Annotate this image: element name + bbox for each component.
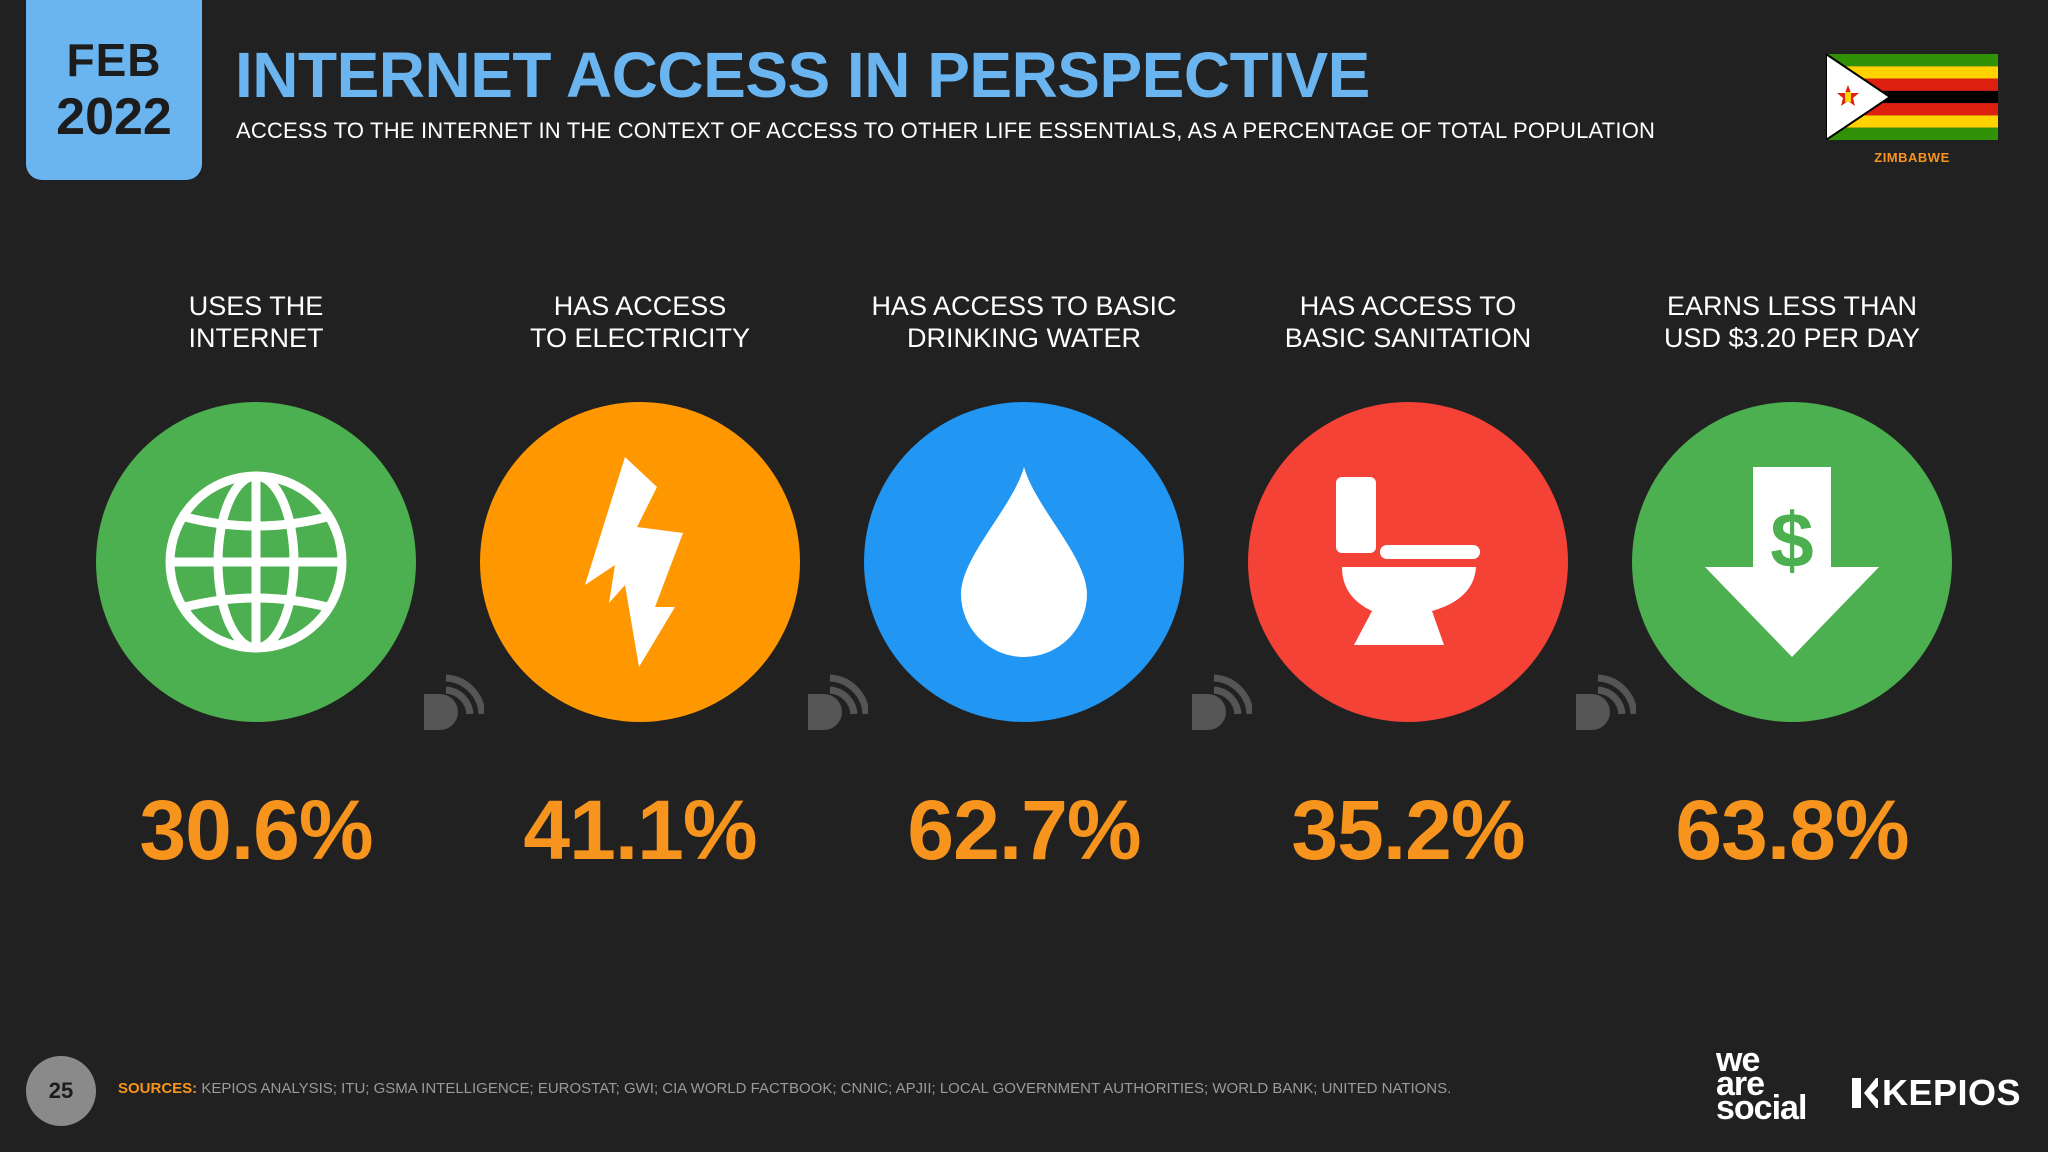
stat-circle: [480, 402, 800, 722]
stat-label: HAS ACCESS TO BASIC DRINKING WATER: [871, 291, 1177, 353]
stat-label: HAS ACCESS TO ELECTRICITY: [529, 291, 751, 353]
kepios-text: KEPIOS: [1882, 1072, 2022, 1113]
dollar-down-arrow-icon: $: [1705, 467, 1879, 657]
zimbabwe-flag-icon: [1826, 54, 1998, 140]
stat-column: EARNS LESS THAN USD $3.20 PER DAY $ 63.8…: [1600, 290, 1984, 879]
stat-column: HAS ACCESS TO ELECTRICITY 41.1%: [448, 290, 832, 879]
stat-circle: $: [1632, 402, 1952, 722]
stat-value: 63.8%: [1675, 783, 1909, 877]
stat-value: 62.7%: [907, 783, 1141, 877]
stat-value: 35.2%: [1291, 783, 1525, 877]
datareportal-logo-icon: [1576, 674, 1636, 730]
datareportal-logo-icon: [1192, 674, 1252, 730]
kepios-logo: KEPIOS: [1852, 1072, 2021, 1114]
svg-text:$: $: [1770, 496, 1813, 584]
stat-circle: [864, 402, 1184, 722]
stat-label: HAS ACCESS TO BASIC SANITATION: [1284, 291, 1532, 353]
stat-label: EARNS LESS THAN USD $3.20 PER DAY: [1663, 291, 1921, 353]
globe-icon: [165, 471, 347, 653]
sources-note: SOURCES: KEPIOS ANALYSIS; ITU; GSMA INTE…: [118, 1080, 1451, 1097]
page-subtitle: ACCESS TO THE INTERNET IN THE CONTEXT OF…: [236, 118, 1656, 143]
page-number: 25: [26, 1056, 96, 1126]
sources-label: SOURCES:: [118, 1080, 198, 1097]
stat-circle: [96, 402, 416, 722]
stat-column: HAS ACCESS TO BASIC SANITATION 35.2%: [1216, 290, 1600, 879]
lightning-bolt-icon: [585, 457, 683, 667]
stat-column: USES THE INTERNET 30.6%: [64, 290, 448, 879]
stat-label: USES THE INTERNET: [188, 291, 324, 353]
country-label: ZIMBABWE: [1874, 150, 1950, 165]
page-title: INTERNET ACCESS IN PERSPECTIVE: [235, 39, 1370, 111]
stat-column: HAS ACCESS TO BASIC DRINKING WATER 62.7%: [832, 290, 1216, 879]
stat-value: 41.1%: [523, 783, 757, 877]
date-year: 2022: [56, 88, 172, 146]
date-badge: FEB 2022: [26, 0, 202, 180]
datareportal-logo-icon: [808, 674, 868, 730]
datareportal-logo-icon: [424, 674, 484, 730]
stat-value: 30.6%: [139, 783, 373, 877]
sources-text: KEPIOS ANALYSIS; ITU; GSMA INTELLIGENCE;…: [201, 1080, 1452, 1097]
we-are-social-logo: we are social: [1716, 1041, 1807, 1127]
kepios-mark-icon: [1852, 1078, 1878, 1108]
stat-circle: [1248, 402, 1568, 722]
water-drop-icon: [961, 467, 1087, 657]
toilet-icon: [1336, 477, 1480, 645]
date-month: FEB: [66, 34, 162, 86]
